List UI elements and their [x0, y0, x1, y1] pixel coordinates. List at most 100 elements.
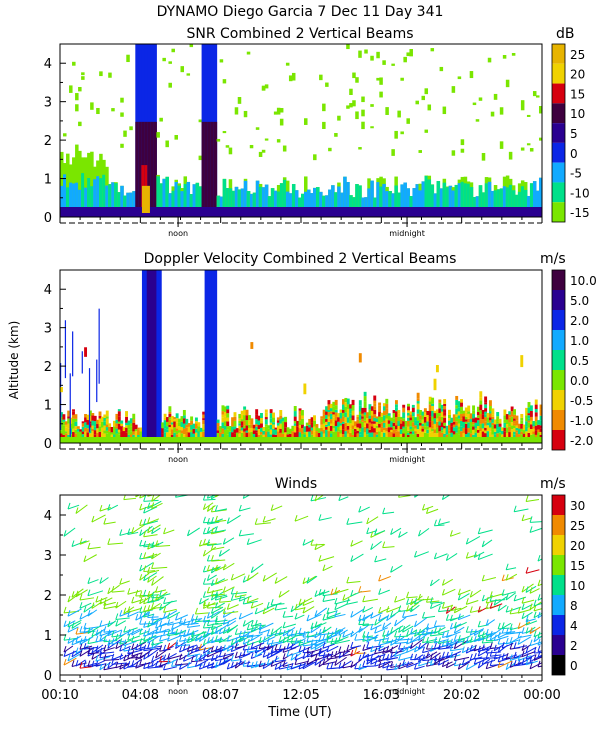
wind-barb [310, 623, 322, 630]
doppler-cell [505, 432, 509, 437]
wind-barb-flag [525, 618, 529, 626]
wind-barb [430, 601, 445, 610]
wind-barb-flag [266, 629, 270, 637]
snr-cell [406, 52, 410, 57]
wind-barb-flag [418, 634, 421, 641]
wind-barb-flag [525, 658, 529, 665]
snr-cell [138, 121, 142, 207]
doppler-cell [503, 419, 507, 423]
doppler-cell [501, 430, 504, 435]
doppler-cell [349, 418, 353, 424]
snr-cell [481, 152, 486, 161]
doppler-cell [402, 412, 406, 419]
wind-barb-flag [107, 620, 111, 627]
wind-barb-flag [322, 595, 326, 602]
doppler-cell [163, 428, 167, 433]
wind-barb [358, 624, 370, 633]
doppler-cell [100, 416, 104, 422]
wind-barb-flag [322, 642, 326, 649]
y-tick-label: 0 [44, 211, 52, 226]
snr-cell [355, 184, 359, 207]
wind-barb-flag [175, 658, 179, 666]
wind-barb [223, 562, 235, 571]
snr-cell [156, 176, 160, 207]
doppler-cell [257, 420, 261, 426]
doppler-cell [202, 431, 206, 437]
doppler-cell [313, 431, 316, 437]
doppler-cell [250, 431, 254, 437]
doppler-cell [86, 414, 90, 420]
doppler-cell [476, 406, 480, 412]
wind-barb-flag [242, 620, 246, 627]
snr-cell [445, 187, 450, 207]
wind-barb [123, 640, 137, 647]
doppler-cell [296, 431, 300, 437]
doppler-cell [67, 434, 71, 437]
doppler-cell [428, 432, 432, 437]
doppler-cell [339, 412, 343, 419]
colorbar-swatch [552, 103, 565, 124]
wind-barb-flag [366, 658, 370, 665]
doppler-cell [397, 413, 401, 417]
doppler-cell [339, 423, 343, 426]
wind-barb-flag [143, 518, 147, 526]
doppler-cell [426, 426, 430, 430]
doppler-cell [368, 432, 372, 437]
doppler-cell [158, 270, 162, 443]
wind-barb [147, 602, 161, 612]
wind-barb [63, 657, 77, 666]
doppler-cell [385, 414, 389, 419]
wind-barb-flag [493, 599, 497, 606]
doppler-cell [216, 422, 220, 427]
doppler-cell [175, 430, 179, 435]
wind-barb-flag [119, 610, 123, 617]
doppler-cell [293, 421, 297, 424]
wind-barb [251, 602, 264, 609]
wind-barb [314, 607, 328, 617]
snr-cell [132, 191, 136, 207]
wind-barb [167, 654, 183, 660]
doppler-cell [84, 427, 88, 432]
doppler-cell [443, 425, 447, 429]
doppler-cell [525, 410, 529, 416]
wind-barb [410, 604, 420, 613]
wind-barb [298, 597, 313, 606]
wind-barb-flag [206, 539, 210, 546]
wind-barb [266, 602, 282, 609]
doppler-cell [457, 426, 461, 430]
doppler-cell [170, 422, 174, 425]
wind-barb-flag [330, 662, 334, 669]
doppler-cell [440, 430, 444, 433]
doppler-cell [115, 419, 119, 424]
doppler-cell [481, 428, 485, 432]
doppler-cell [452, 431, 456, 435]
wind-barb-flag [143, 574, 147, 581]
wind-barb [322, 616, 336, 621]
doppler-cell [443, 412, 447, 416]
wind-barb-flag [254, 619, 258, 627]
doppler-cell [411, 431, 415, 435]
doppler-cell [358, 420, 362, 424]
doppler-cell [537, 432, 541, 437]
doppler-cell [325, 429, 329, 434]
doppler-cell [103, 421, 107, 426]
doppler-cell [407, 412, 410, 416]
doppler-cell [341, 421, 345, 424]
wind-barb [223, 611, 239, 615]
colorbar-swatch [552, 290, 565, 310]
wind-barb-flag [294, 514, 298, 522]
doppler-cell [505, 414, 509, 420]
doppler-cell [279, 415, 283, 420]
wind-barb-flag [206, 574, 210, 581]
wind-barb-flag [302, 599, 306, 606]
snr-cell [427, 207, 432, 217]
wind-barb-flag [386, 606, 390, 613]
wind-barb [131, 524, 146, 534]
doppler-cell [431, 420, 435, 426]
snr-cell [234, 186, 239, 207]
snr-cell [168, 82, 172, 88]
wind-barb-flag [481, 540, 485, 547]
doppler-cell [76, 426, 80, 429]
doppler-cell [440, 404, 444, 409]
wind-barb-flag [433, 620, 437, 627]
